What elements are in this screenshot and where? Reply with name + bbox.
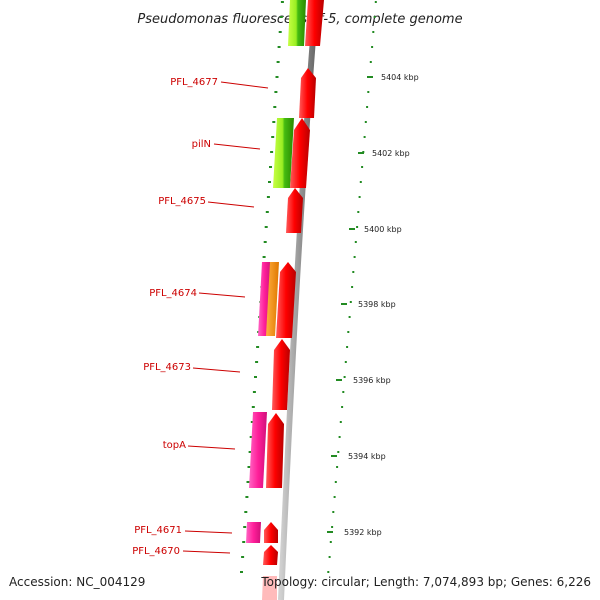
gene-arrow-top-green (288, 0, 306, 46)
gene-labels: PFL_4677 pilN PFL_4675 PFL_4674 PFL_4673… (132, 77, 218, 557)
gene-label-pfl-4677[interactable]: PFL_4677 (170, 77, 218, 88)
outer-tick-marks (327, 1, 377, 573)
leader-pfl-4674 (198, 292, 246, 298)
gene-arrow-pfl-4671-magenta (246, 522, 261, 543)
gene-arrow-pfl-4675 (286, 188, 303, 233)
leader-pilN (213, 143, 261, 150)
ruler-label: 5394 kbp (348, 452, 386, 461)
gene-label-pfl-4674[interactable]: PFL_4674 (149, 288, 197, 299)
gene-arrow-pfl-4671 (264, 522, 278, 543)
topology-text: Topology: circular; Length: 7,074,893 bp… (260, 575, 591, 589)
ruler-label: 5392 kbp (344, 528, 382, 537)
ruler-label: 5402 kbp (372, 149, 410, 158)
gene-arrow-pfl-4674-orange (266, 262, 279, 336)
gene-label-pfl-4670[interactable]: PFL_4670 (132, 546, 180, 557)
leader-pfl-4673 (192, 367, 241, 373)
gene-arrow-topA-magenta (249, 412, 267, 488)
gene-label-pilN[interactable]: pilN (192, 139, 211, 150)
ruler-label: 5398 kbp (358, 300, 396, 309)
ruler: 5404 kbp 5402 kbp 5400 kbp 5398 kbp 5396… (327, 73, 419, 537)
gene-arrow-pilN (273, 118, 294, 188)
leader-topA (187, 445, 236, 450)
gene-features (246, 0, 324, 600)
leader-pfl-4675 (207, 201, 255, 208)
ruler-label: 5404 kbp (381, 73, 419, 82)
gene-arrow-pilN-red (290, 118, 310, 188)
gene-label-pfl-4675[interactable]: PFL_4675 (158, 196, 206, 207)
gene-arrow-topA (266, 413, 284, 488)
gene-label-leaders (182, 81, 269, 554)
gene-label-pfl-4671[interactable]: PFL_4671 (134, 525, 182, 536)
gene-arrow-bottom-partial (262, 576, 277, 600)
gene-arrow-pfl-4673 (272, 339, 290, 410)
gene-arrow-top-red (305, 0, 324, 46)
gene-label-topA[interactable]: topA (163, 440, 186, 451)
leader-pfl-4671 (184, 530, 233, 534)
ruler-label: 5396 kbp (353, 376, 391, 385)
gene-arrow-pfl-4670 (263, 545, 278, 565)
gene-label-pfl-4673[interactable]: PFL_4673 (143, 362, 191, 373)
ruler-label: 5400 kbp (364, 225, 402, 234)
gene-arrow-pfl-4674 (276, 262, 296, 338)
accession-text: Accession: NC_004129 (9, 575, 145, 589)
leader-pfl-4670 (182, 550, 231, 554)
gene-arrow-pfl-4677 (299, 68, 316, 118)
leader-pfl-4677 (220, 81, 269, 89)
